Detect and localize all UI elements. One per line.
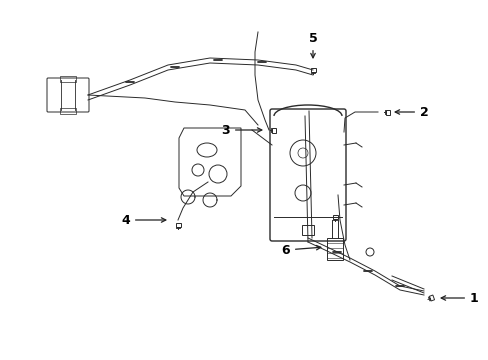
Text: 1: 1	[440, 292, 478, 305]
Text: 6: 6	[281, 243, 320, 256]
Text: 5: 5	[308, 32, 317, 58]
Bar	[302, 225, 313, 235]
Text: 4: 4	[121, 213, 165, 226]
Bar	[60, 108, 76, 114]
Bar	[60, 76, 76, 82]
Text: 2: 2	[394, 105, 428, 118]
Text: 3: 3	[221, 123, 261, 136]
Bar	[326, 238, 342, 260]
